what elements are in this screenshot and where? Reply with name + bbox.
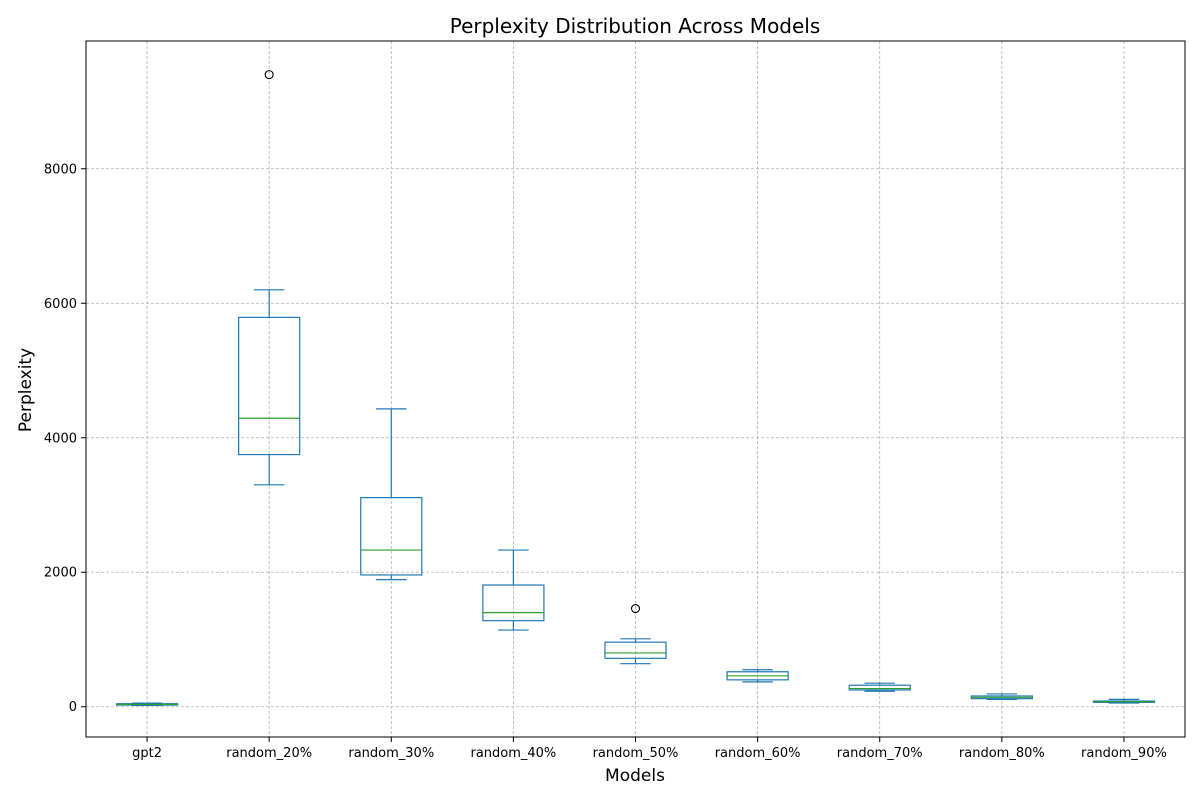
box-plot-gpt2 [115, 702, 179, 706]
chart-title: Perplexity Distribution Across Models [450, 14, 821, 38]
iqr-box [604, 641, 667, 659]
outlier-point [264, 70, 274, 80]
grid-layer [86, 41, 1185, 737]
x-tick-label: random_70% [837, 746, 923, 761]
outlier-point [630, 604, 641, 614]
x-tick-label: random_40% [470, 746, 556, 761]
box-layer [115, 70, 1156, 706]
x-axis-label: Models [605, 766, 665, 786]
box-plot-random_20% [238, 70, 301, 486]
box-plot-random_50% [604, 604, 667, 665]
iqr-box [238, 316, 301, 456]
iqr-box [482, 584, 545, 622]
iqr-box [848, 684, 911, 691]
box-plot-random_70% [848, 682, 911, 692]
box-plot-random_60% [726, 669, 789, 683]
x-tick-label: gpt2 [132, 746, 162, 761]
x-tick-label: random_20% [226, 746, 312, 761]
y-tick-label: 0 [69, 700, 77, 715]
x-tick-label: random_90% [1081, 746, 1167, 761]
y-tick-label: 6000 [44, 297, 77, 312]
box-plot-random_30% [360, 408, 423, 581]
box-plot-random_40% [482, 549, 545, 631]
x-tick-label: random_30% [348, 746, 434, 761]
y-axis-label: Perplexity [16, 348, 36, 432]
y-tick-label: 4000 [44, 431, 77, 446]
x-tick-label: random_80% [959, 746, 1045, 761]
box-plot-random_90% [1092, 698, 1156, 704]
iqr-box [360, 497, 423, 576]
tick-layer: 0 2000 4000 6000 8000 gpt2 random_20% random_30… [44, 162, 1167, 761]
x-tick-label: random_50% [593, 746, 679, 761]
y-tick-label: 8000 [44, 162, 77, 177]
x-tick-label: random_60% [715, 746, 801, 761]
box-plot-random_80% [970, 693, 1033, 700]
y-tick-label: 2000 [44, 566, 77, 581]
